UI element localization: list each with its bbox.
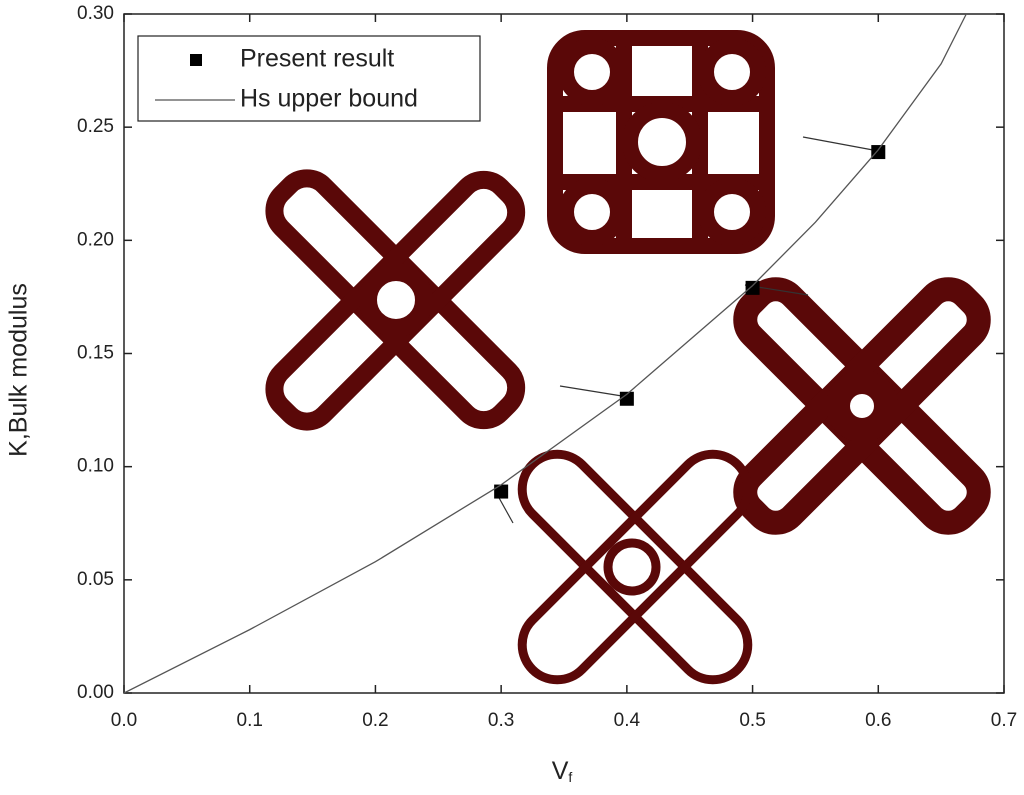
legend: Present result Hs upper bound [137, 35, 481, 122]
legend-label: Present result [240, 45, 394, 73]
microstructure-insets [265, 30, 991, 685]
x-tick-label: 0.1 [237, 710, 263, 731]
x-tick-label: 0.7 [991, 710, 1017, 731]
x-tick-label: 0.5 [739, 710, 765, 731]
legend-box [137, 35, 481, 122]
y-tick-label: 0.05 [77, 569, 114, 590]
data-point [871, 145, 886, 160]
x-axis-label-main: V [552, 757, 569, 785]
x-tick-label: 0.2 [362, 710, 388, 731]
inset-cross-3 [517, 449, 753, 685]
x-tick-label: 0.0 [111, 710, 137, 731]
y-tick-label: 0.00 [77, 682, 114, 703]
y-tick-label: 0.25 [77, 116, 114, 137]
inset-lattice [547, 30, 775, 254]
y-tick-label: 0.15 [77, 343, 114, 364]
data-point [745, 280, 760, 295]
inset-cross-2 [733, 277, 991, 535]
data-point [494, 484, 509, 499]
bound-curve [123, 13, 967, 694]
legend-marker [190, 54, 202, 66]
x-tick-label: 0.3 [488, 710, 514, 731]
data-point [619, 391, 634, 406]
x-tick-label: 0.6 [865, 710, 891, 731]
y-tick-label: 0.20 [77, 229, 114, 250]
legend-label: Hs upper bound [240, 85, 418, 113]
x-axis-label-subscript: f [568, 769, 572, 785]
inset-cross-1 [265, 169, 526, 431]
x-axis-label: Vf [552, 757, 573, 785]
y-tick-label: 0.10 [77, 456, 114, 477]
x-tick-label: 0.4 [614, 710, 641, 731]
y-tick-label: 0.30 [77, 3, 114, 24]
y-axis-label: K,Bulk modulus [5, 283, 33, 457]
